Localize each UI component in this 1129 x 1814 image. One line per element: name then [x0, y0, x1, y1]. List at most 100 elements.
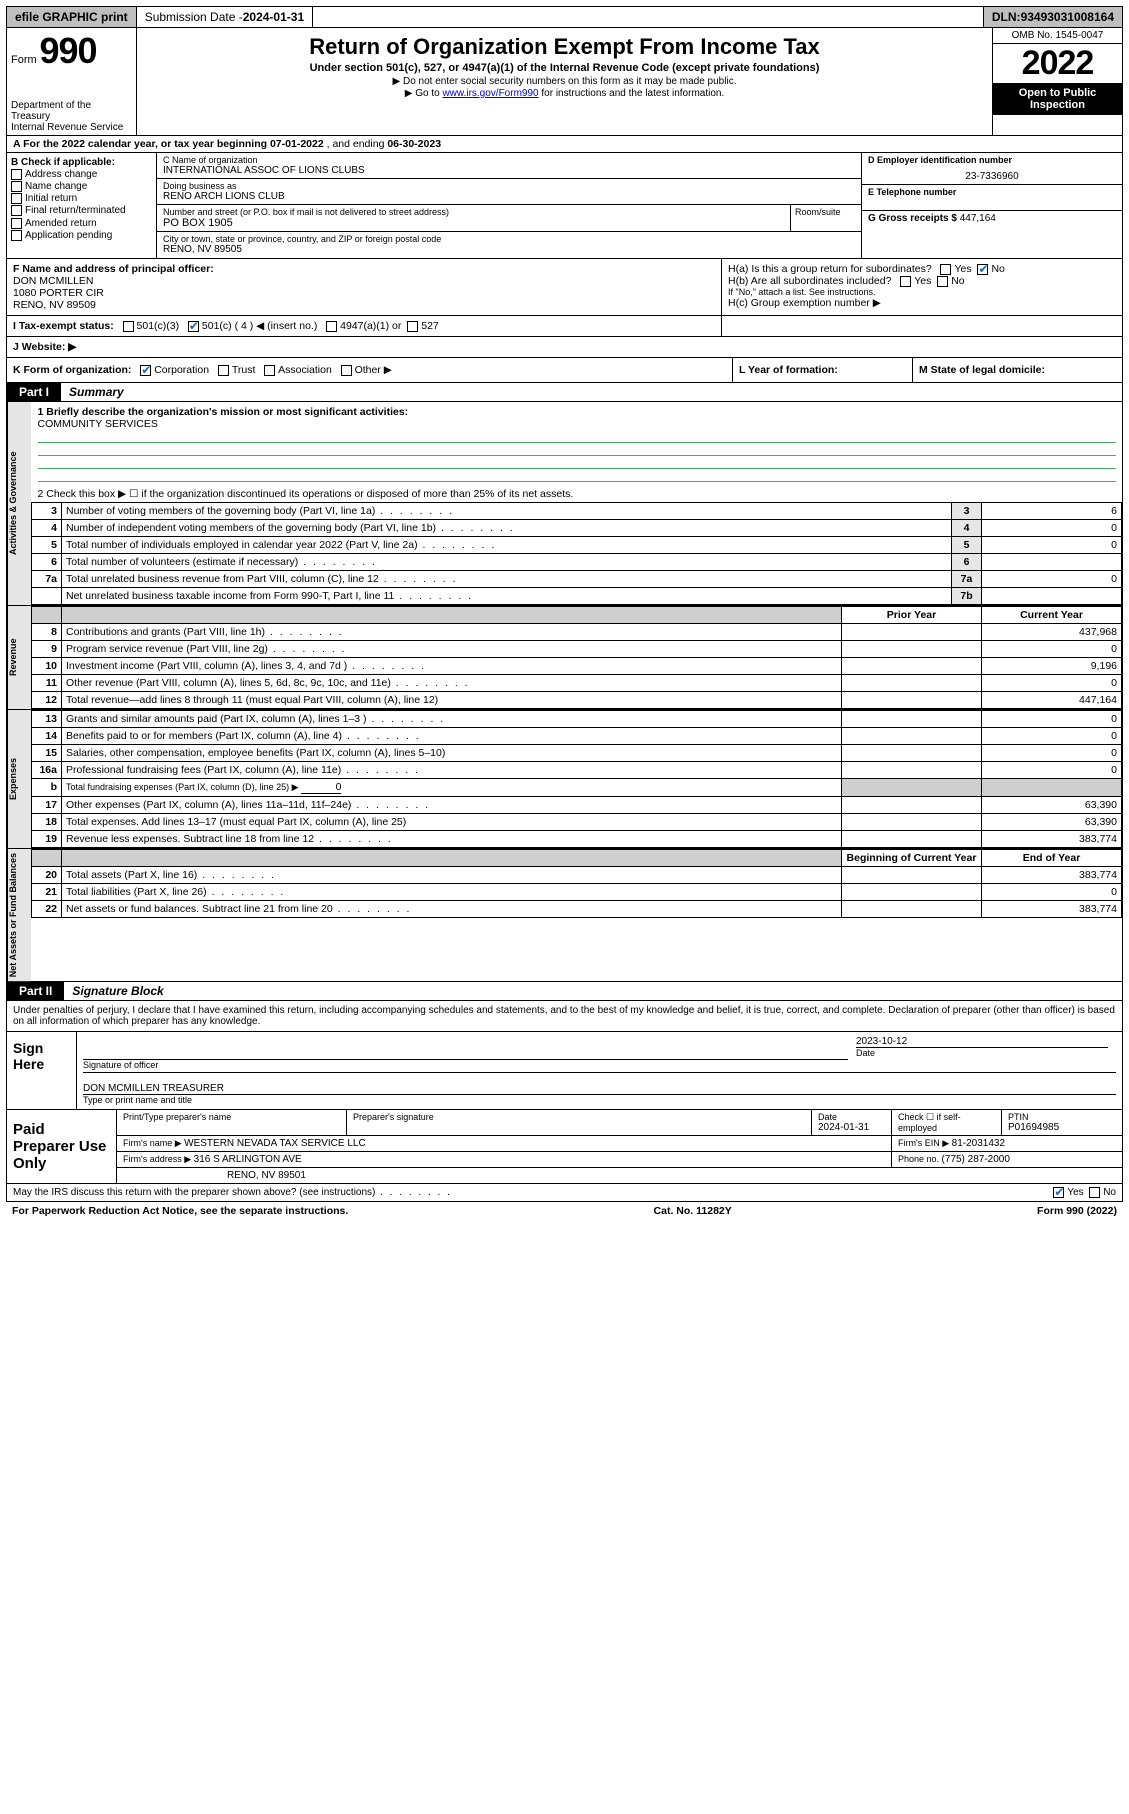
k-association[interactable]: Association [278, 364, 332, 376]
table-row: 8Contributions and grants (Part VIII, li… [32, 624, 1122, 641]
revenue-table: Prior YearCurrent Year 8Contributions an… [31, 606, 1122, 709]
ein-label: D Employer identification number [868, 155, 1116, 165]
i-501c[interactable]: 501(c) ( 4 ) ◀ (insert no.) [202, 320, 317, 332]
m-label: M State of legal domicile: [919, 364, 1045, 376]
line15-label: Salaries, other compensation, employee b… [62, 745, 842, 762]
pra-notice: For Paperwork Reduction Act Notice, see … [12, 1205, 348, 1217]
org-name: INTERNATIONAL ASSOC OF LIONS CLUBS [163, 165, 855, 176]
tax-exempt-status: I Tax-exempt status: 501(c)(3) 501(c) ( … [7, 316, 722, 336]
period-label: A For the 2022 calendar year, or tax yea… [13, 138, 270, 150]
efile-print-button[interactable]: efile GRAPHIC print [7, 7, 137, 27]
dln-label: DLN: [992, 10, 1021, 24]
period-begin: 07-01-2022 [270, 138, 324, 150]
discuss-no[interactable]: No [1103, 1187, 1116, 1198]
row-f-h: F Name and address of principal officer:… [6, 259, 1123, 316]
line12-value: 447,164 [982, 692, 1122, 709]
city-value: RENO, NV 89505 [163, 244, 855, 255]
part-1-label: Part I [7, 383, 61, 401]
k-corporation[interactable]: Corporation [154, 364, 209, 376]
i-527[interactable]: 527 [421, 320, 439, 332]
chk-initial-return[interactable]: Initial return [11, 193, 152, 204]
tax-period-line: A For the 2022 calendar year, or tax yea… [6, 136, 1123, 152]
line10-value: 9,196 [982, 658, 1122, 675]
period-end: 06-30-2023 [387, 138, 441, 150]
principal-officer: F Name and address of principal officer:… [7, 259, 722, 315]
h-b-label: H(b) Are all subordinates included? [728, 275, 891, 287]
line16b-label: Total fundraising expenses (Part IX, col… [66, 782, 299, 792]
sign-here-label: Sign Here [7, 1032, 77, 1109]
line7b-label: Net unrelated business taxable income fr… [62, 588, 952, 605]
line14-value: 0 [982, 728, 1122, 745]
row-j: J Website: ▶ [6, 337, 1123, 358]
prep-selfemp[interactable]: Check ☐ if self-employed [898, 1112, 995, 1133]
h-a-yes[interactable]: Yes [954, 263, 971, 275]
line21-value: 0 [982, 884, 1122, 901]
box-d-e-g: D Employer identification number 23-7336… [862, 153, 1122, 258]
form-subtitle: Under section 501(c), 527, or 4947(a)(1)… [143, 62, 986, 74]
table-row: 18Total expenses. Add lines 13–17 (must … [32, 814, 1122, 831]
page-footer: For Paperwork Reduction Act Notice, see … [6, 1202, 1123, 1220]
h-b-note: If "No," attach a list. See instructions… [728, 287, 1116, 297]
firm-addr-label: Firm's address ▶ [123, 1154, 194, 1164]
prep-sig-label: Preparer's signature [353, 1112, 805, 1122]
gross-receipts-label: G Gross receipts $ [868, 213, 960, 224]
i-501c3[interactable]: 501(c)(3) [137, 320, 180, 332]
form-number: 990 [39, 30, 96, 71]
table-row: Net unrelated business taxable income fr… [32, 588, 1122, 605]
chk-address-change[interactable]: Address change [11, 169, 152, 180]
sig-date: 2023-10-12 [856, 1036, 1108, 1047]
discuss-yes[interactable]: Yes [1067, 1187, 1083, 1198]
note-link-prefix: ▶ Go to [405, 88, 443, 99]
submission-date-value: 2024-01-31 [243, 10, 304, 24]
line6-label: Total number of volunteers (estimate if … [62, 554, 952, 571]
line19-label: Revenue less expenses. Subtract line 18 … [62, 831, 842, 848]
chk-amended-return[interactable]: Amended return [11, 218, 152, 229]
form-title-block: Return of Organization Exempt From Incom… [137, 28, 992, 135]
instructions-link[interactable]: www.irs.gov/Form990 [442, 88, 538, 99]
table-row: 5Total number of individuals employed in… [32, 537, 1122, 554]
firm-name-label: Firm's name ▶ [123, 1138, 184, 1148]
k-other[interactable]: Other ▶ [355, 364, 392, 376]
i-4947[interactable]: 4947(a)(1) or [340, 320, 401, 332]
top-bar: efile GRAPHIC print Submission Date - 20… [6, 6, 1123, 28]
firm-phone-label: Phone no. [898, 1154, 942, 1164]
chk-application-pending[interactable]: Application pending [11, 230, 152, 241]
room-suite-label: Room/suite [791, 205, 861, 231]
signature-block: Under penalties of perjury, I declare th… [6, 1001, 1123, 1110]
net-assets-table: Beginning of Current YearEnd of Year 20T… [31, 849, 1122, 918]
line10-label: Investment income (Part VIII, column (A)… [62, 658, 842, 675]
sig-officer-label: Signature of officer [83, 1060, 848, 1070]
firm-addr2: RENO, NV 89501 [117, 1168, 1122, 1183]
line13-label: Grants and similar amounts paid (Part IX… [62, 711, 842, 728]
chk-name-change[interactable]: Name change [11, 181, 152, 192]
form-note-link: ▶ Go to www.irs.gov/Form990 for instruct… [143, 88, 986, 99]
h-b-no[interactable]: No [951, 275, 964, 287]
h-b-yes[interactable]: Yes [914, 275, 931, 287]
department-label: Department of the Treasury [11, 100, 132, 122]
k-trust[interactable]: Trust [232, 364, 256, 376]
line3-label: Number of voting members of the governin… [62, 503, 952, 520]
line7b-value [982, 588, 1122, 605]
table-row: 12Total revenue—add lines 8 through 11 (… [32, 692, 1122, 709]
chk-final-return[interactable]: Final return/terminated [11, 205, 152, 216]
table-row: 13Grants and similar amounts paid (Part … [32, 711, 1122, 728]
ptin-value: P01694985 [1008, 1122, 1116, 1133]
line1-value: COMMUNITY SERVICES [38, 418, 158, 430]
table-row: 21Total liabilities (Part X, line 26)0 [32, 884, 1122, 901]
sidebar-expenses: Expenses [7, 710, 31, 848]
line4-label: Number of independent voting members of … [62, 520, 952, 537]
telephone-cell: E Telephone number [862, 185, 1122, 211]
part-2-header: Part II Signature Block [6, 982, 1123, 1001]
discuss-label: May the IRS discuss this return with the… [13, 1187, 1053, 1198]
current-year-header: Current Year [982, 607, 1122, 624]
h-a-no[interactable]: No [991, 263, 1004, 275]
line18-value: 63,390 [982, 814, 1122, 831]
part-1-title: Summary [61, 383, 132, 401]
org-name-cell: C Name of organization INTERNATIONAL ASS… [157, 153, 861, 179]
officer-name-title: DON MCMILLEN TREASURER [83, 1075, 1116, 1095]
line6-value [982, 554, 1122, 571]
line3-value: 6 [982, 503, 1122, 520]
line11-label: Other revenue (Part VIII, column (A), li… [62, 675, 842, 692]
open-inspection: Open to Public Inspection [993, 83, 1122, 115]
line9-value: 0 [982, 641, 1122, 658]
